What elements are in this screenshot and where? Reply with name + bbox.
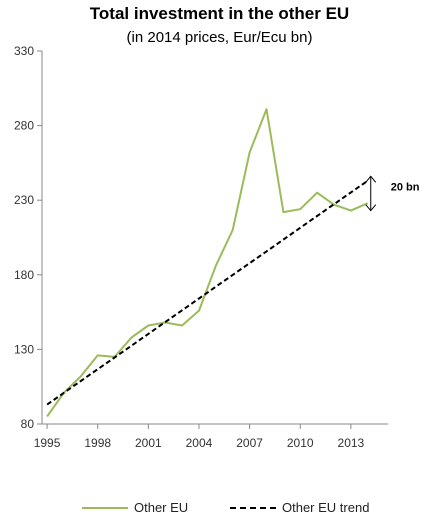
y-tick-label: 280 [14,119,34,133]
x-tick-label: 2001 [135,436,162,450]
legend-label-other-eu-trend: Other EU trend [282,500,370,515]
annotation-arrowhead-down [365,204,377,212]
x-tick-label: 2013 [338,436,365,450]
annotation-arrowhead-up [365,175,377,183]
series-line-other-eu-trend [46,179,369,406]
x-tick-label: 2007 [236,436,263,450]
legend-label-other-eu: Other EU [134,500,189,515]
legend-swatch-other-eu-trend [230,506,276,509]
y-tick-label: 130 [14,342,34,356]
y-tick-label: 330 [14,44,34,58]
legend-item-other-eu: Other EU [82,500,188,515]
x-tick-label: 2004 [186,436,213,450]
chart-subtitle: (in 2014 prices, Eur/Ecu bn) [126,29,313,46]
y-tick-label: 80 [21,417,35,431]
x-tick-label: 1995 [34,436,61,450]
x-tick-label: 2010 [287,436,314,450]
annotation-label: 20 bn [391,181,420,193]
y-tick-label: 180 [14,268,34,282]
y-tick-label: 230 [14,193,34,207]
legend: Other EU Other EU trend [0,500,439,520]
series-line-other-eu [46,108,369,418]
legend-item-other-eu-trend: Other EU trend [230,500,369,515]
legend-swatch-other-eu [82,506,128,509]
x-tick-label: 1998 [84,436,111,450]
chart-title: Total investment in the other EU [89,4,350,23]
